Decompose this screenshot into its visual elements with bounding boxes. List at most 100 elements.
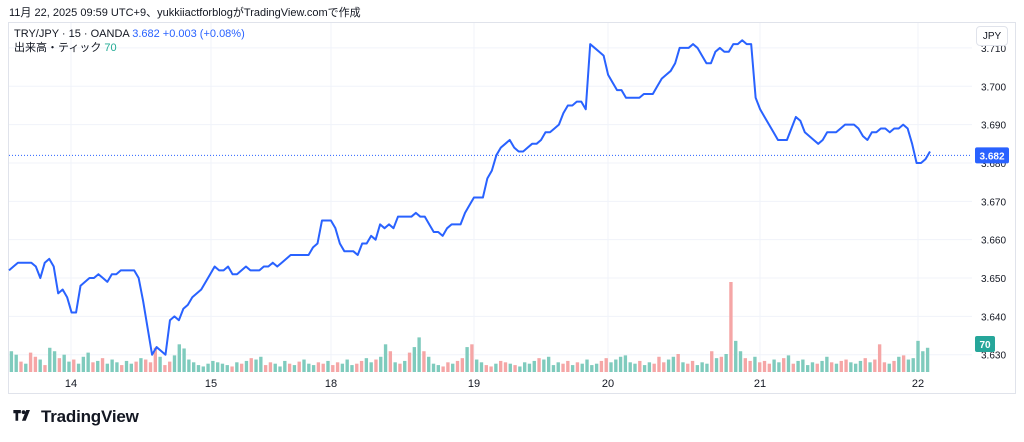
volume-bar (916, 340, 920, 372)
y-tick-label: 3.700 (981, 82, 1006, 93)
volume-bar (48, 347, 52, 372)
x-tick-label: 20 (602, 378, 614, 390)
volume-bar (513, 365, 517, 372)
volume-bar (537, 358, 541, 372)
volume-bar (364, 358, 369, 372)
volume-bar (398, 363, 402, 372)
volume-bar (244, 360, 249, 372)
volume-bar (748, 360, 752, 372)
volume-bar (887, 363, 891, 372)
volume-bar (96, 360, 100, 372)
volume-bar (379, 356, 383, 372)
currency-button[interactable]: JPY (976, 26, 1008, 46)
volume-bar (24, 363, 28, 372)
volume-bar (9, 351, 14, 372)
volume-bar (263, 365, 268, 372)
volume-bar (796, 360, 800, 372)
volume-bar (508, 363, 512, 372)
volume-bar (460, 358, 464, 372)
brand-name: TradingView (41, 407, 139, 426)
volume-bar (172, 355, 177, 372)
volume-bar (148, 362, 153, 372)
legend-symbol-row: TRY/JPY · 15 · OANDA 3.682 +0.003 (+0.08… (14, 27, 245, 41)
volume-bar (729, 282, 733, 372)
volume-bar (911, 358, 915, 372)
volume-bar (350, 365, 354, 372)
volume-bar (206, 363, 210, 372)
volume-bar (623, 355, 628, 372)
volume-bar (829, 362, 834, 372)
volume-bar (86, 352, 90, 372)
volume-bar (220, 363, 225, 372)
volume-bar (594, 363, 599, 372)
volume-bar (734, 340, 738, 372)
volume-bar (738, 351, 743, 372)
volume-bar (676, 354, 680, 372)
volume-bar (580, 363, 584, 372)
volume-bar (451, 363, 455, 372)
volume-bar (815, 363, 819, 372)
volume-bar (925, 347, 930, 372)
volume-bar (446, 362, 450, 372)
price-line (8, 39, 931, 356)
volume-bar (604, 358, 608, 372)
last-price-badge (975, 147, 1009, 164)
volume-bar (499, 360, 503, 372)
volume-bar (407, 352, 412, 372)
volume-bar (542, 359, 546, 372)
volume-bar (115, 362, 119, 372)
volume-bar (455, 360, 460, 372)
volume-bar (297, 361, 301, 372)
volume-bar (782, 358, 786, 372)
volume-bar (230, 366, 234, 372)
legend-volume-label: 出来高・ティック (14, 42, 102, 54)
volume-bar (307, 363, 311, 372)
volume-bar (283, 360, 287, 372)
volume-bar (806, 365, 810, 372)
legend-change: +0.003 (+0.08%) (162, 28, 245, 40)
volume-bar (215, 362, 220, 372)
volume-bar (901, 355, 906, 372)
volume-bar (417, 337, 421, 372)
volume-bar (345, 359, 349, 372)
volume-bar (225, 365, 229, 372)
volume-bar (844, 359, 848, 372)
volume-bar (422, 351, 426, 372)
volume-bar (235, 362, 239, 372)
volume-bar (873, 359, 877, 372)
volume-bar (475, 359, 479, 372)
volume-bar (144, 359, 148, 372)
volume-bar (326, 360, 330, 372)
tradingview-logo: TradingView (10, 407, 139, 427)
time-axis: 14 15 18 19 20 21 22 (65, 378, 924, 390)
volume-bar (355, 363, 359, 372)
volume-bar (652, 363, 656, 372)
volume-bar (801, 359, 805, 372)
volume-bar (168, 361, 172, 372)
volume-bar (849, 362, 853, 372)
y-tick-label: 3.640 (981, 312, 1006, 323)
volume-bar (311, 365, 316, 372)
volume-bar (518, 366, 522, 372)
y-tick-label: 3.670 (981, 197, 1006, 208)
volume-bar (67, 361, 71, 372)
volume-bar (758, 362, 762, 372)
volume-bar (705, 363, 709, 372)
volume-badge (975, 336, 995, 352)
volume-bar (479, 362, 484, 372)
volume-bar (321, 363, 325, 372)
volume-bar (671, 356, 676, 372)
volume-bar (522, 362, 527, 372)
volume-bar (105, 363, 110, 372)
x-tick-label: 19 (468, 378, 480, 390)
volume-bar (566, 360, 570, 372)
volume-bar (820, 360, 824, 372)
volume-badge-text: 70 (979, 340, 991, 351)
y-tick-label: 3.630 (981, 351, 1006, 362)
volume-bar (403, 360, 407, 372)
x-tick-label: 14 (65, 378, 77, 390)
volume-bar (810, 362, 815, 372)
volume-bar (853, 363, 858, 372)
volume-bar (62, 354, 66, 372)
